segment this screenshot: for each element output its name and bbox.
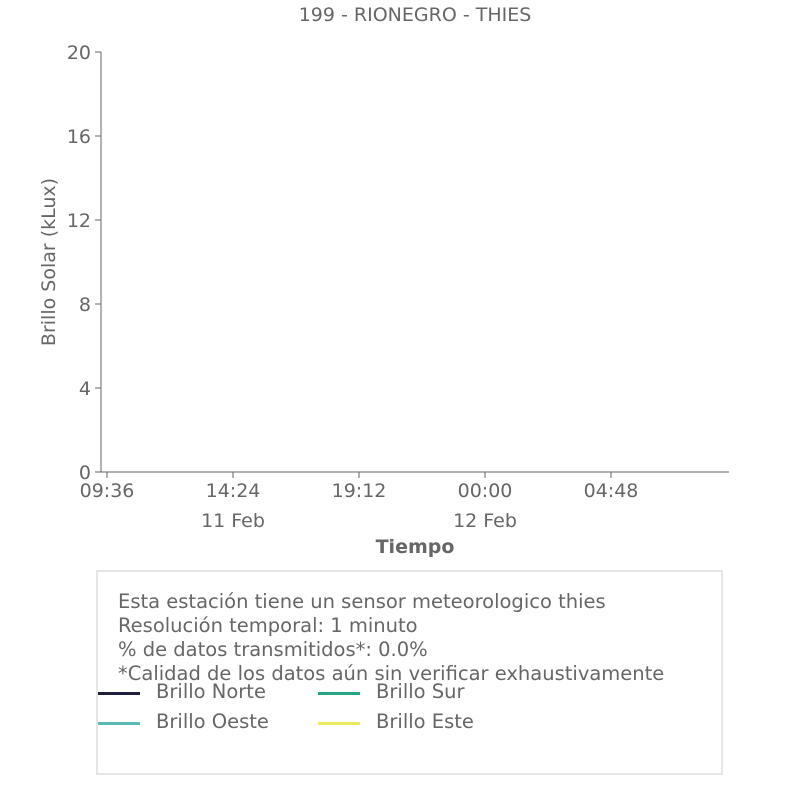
- y-axis: 0 4 8 12 16 20: [67, 42, 102, 484]
- x-tick-label: 00:00: [458, 480, 513, 502]
- x-tick-date-label: 12 Feb: [453, 510, 517, 532]
- legend-label-este: Brillo Este: [376, 710, 474, 733]
- info-line-resolution: Resolución temporal: 1 minuto: [118, 614, 418, 637]
- info-box: Esta estación tiene un sensor meteorolog…: [96, 570, 723, 775]
- x-tick-label: 19:12: [332, 480, 387, 502]
- legend-label-norte: Brillo Norte: [156, 680, 266, 703]
- y-tick-label: 8: [79, 294, 91, 316]
- y-tick-label: 16: [67, 126, 91, 148]
- x-tick-label: 09:36: [80, 480, 135, 502]
- y-axis-label: Brillo Solar (kLux): [38, 178, 60, 346]
- legend-label-sur: Brillo Sur: [376, 680, 465, 703]
- x-axis-label: Tiempo: [376, 536, 455, 558]
- info-line-station: Esta estación tiene un sensor meteorolog…: [118, 590, 606, 613]
- info-line-transmitted: % de datos transmitidos*: 0.0%: [118, 638, 428, 661]
- legend-swatch-sur: [318, 692, 360, 695]
- legend-swatch-norte: [98, 692, 140, 695]
- y-tick-label: 4: [79, 378, 91, 400]
- y-tick-label: 20: [67, 42, 91, 64]
- y-tick-label: 12: [67, 210, 91, 232]
- info-line-quality: *Calidad de los datos aún sin verificar …: [118, 662, 665, 685]
- legend-swatch-este: [318, 722, 360, 725]
- legend-swatch-oeste: [98, 722, 140, 725]
- y-tick-label: 0: [79, 462, 91, 484]
- x-axis: 09:36 14:24 11 Feb 19:12 00:00 12 Feb 04:48: [80, 471, 729, 532]
- chart-title: 199 - RIONEGRO - THIES: [299, 4, 532, 26]
- x-tick-label: 04:48: [584, 480, 639, 502]
- info-text: Esta estación tiene un sensor meteorolog…: [118, 590, 664, 686]
- x-tick-label: 14:24: [206, 480, 261, 502]
- x-tick-date-label: 11 Feb: [201, 510, 265, 532]
- legend-label-oeste: Brillo Oeste: [156, 710, 269, 733]
